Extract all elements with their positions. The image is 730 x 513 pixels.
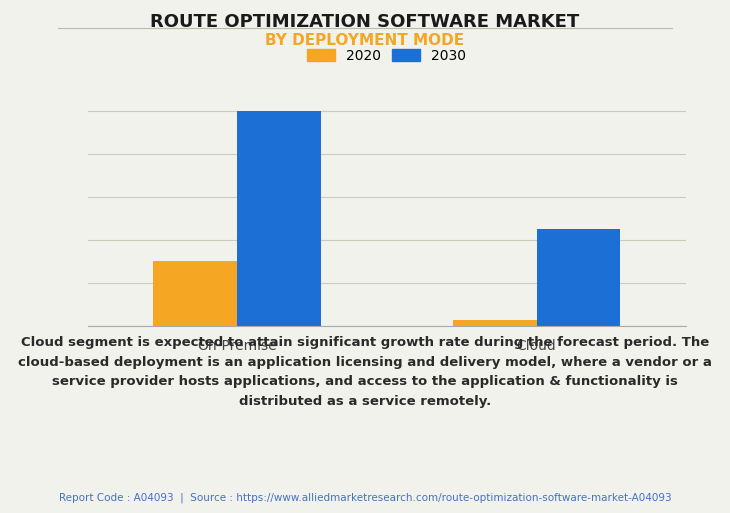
Text: ROUTE OPTIMIZATION SOFTWARE MARKET: ROUTE OPTIMIZATION SOFTWARE MARKET xyxy=(150,13,580,31)
Bar xyxy=(237,111,321,326)
Text: Report Code : A04093  |  Source : https://www.alliedmarketresearch.com/route-opt: Report Code : A04093 | Source : https://… xyxy=(58,492,672,503)
Text: Cloud segment is expected to attain significant growth rate during the forecast : Cloud segment is expected to attain sign… xyxy=(18,336,712,407)
Text: BY DEPLOYMENT MODE: BY DEPLOYMENT MODE xyxy=(266,33,464,48)
Bar xyxy=(537,229,620,326)
Bar xyxy=(453,321,537,326)
Legend: 2020, 2030: 2020, 2030 xyxy=(303,45,471,67)
Bar xyxy=(153,262,237,326)
